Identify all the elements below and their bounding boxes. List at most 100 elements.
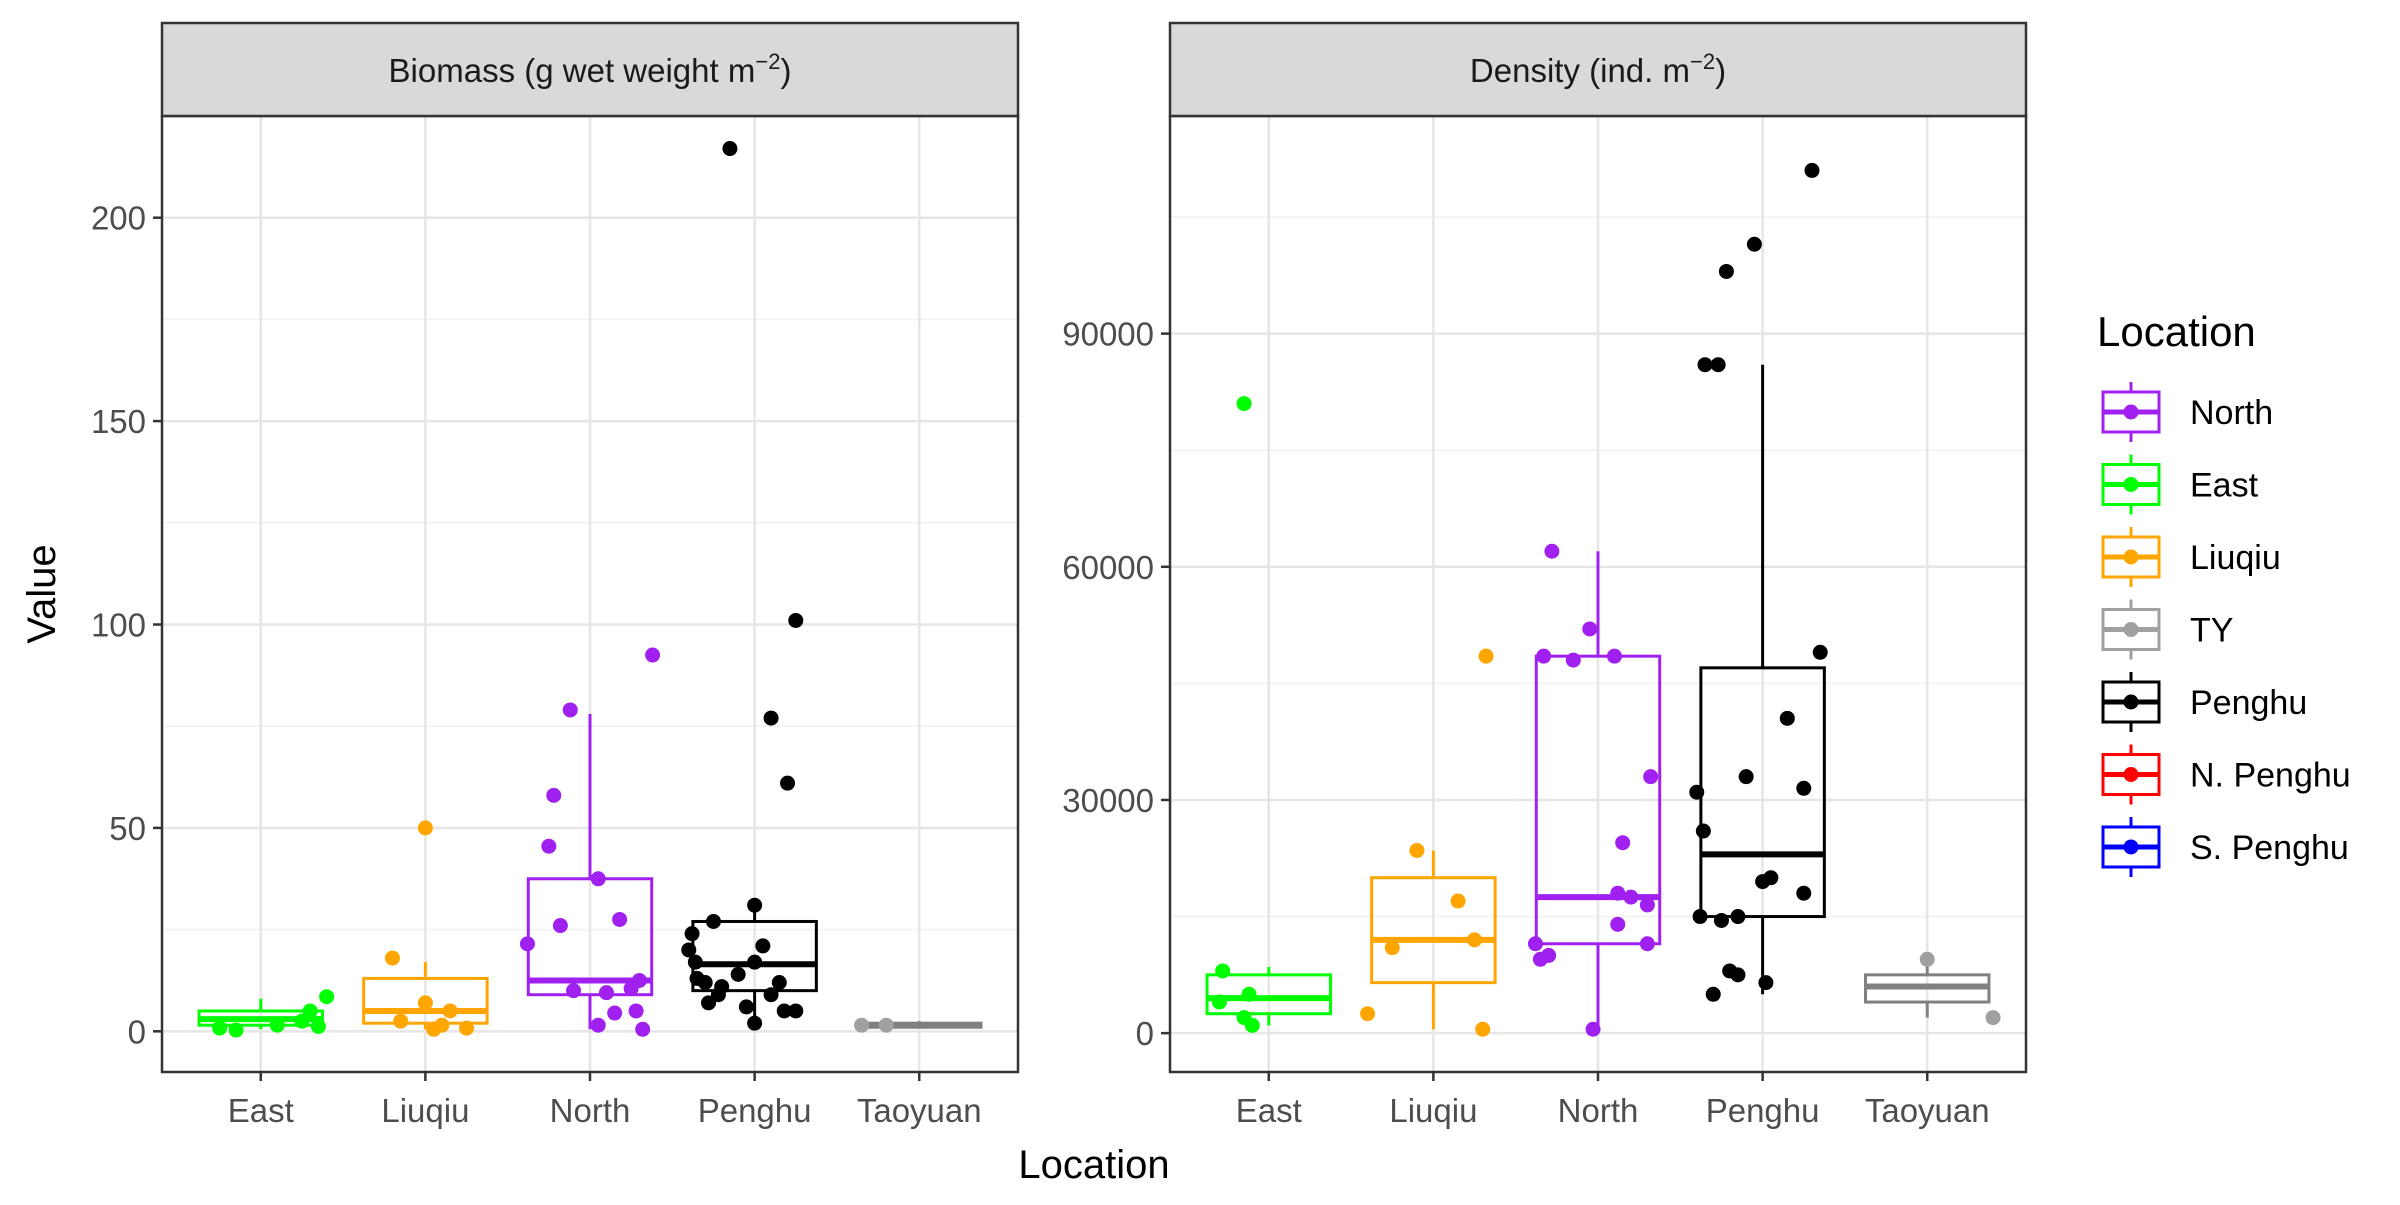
x-tick-label: Liuqiu (381, 1092, 469, 1129)
legend-key-point (2123, 694, 2139, 710)
data-point-east (212, 1020, 228, 1036)
data-point-east (1215, 963, 1231, 979)
data-point-east (1211, 994, 1227, 1010)
data-point-north (1615, 835, 1631, 851)
data-point-north (1639, 936, 1655, 952)
data-point-taoyuan (1985, 1010, 2001, 1026)
data-point-penghu (1689, 784, 1705, 800)
data-point-east (269, 1017, 285, 1033)
strip-title: Density (ind. m−2) (1470, 49, 1726, 89)
data-point-north (635, 1021, 651, 1037)
data-point-taoyuan (854, 1017, 870, 1033)
data-point-penghu (763, 710, 779, 726)
legend-label: North (2190, 394, 2273, 432)
data-point-penghu (1763, 870, 1779, 886)
legend-key-point (2123, 767, 2139, 782)
data-point-north (598, 985, 614, 1001)
legend-entry-east: East (2101, 454, 2259, 515)
x-tick-label: Taoyuan (857, 1092, 982, 1129)
data-point-penghu (1692, 909, 1708, 925)
data-point-penghu (705, 913, 721, 929)
data-point-liuqiu (1450, 893, 1466, 909)
y-axis-title: Value (20, 544, 64, 643)
data-point-penghu (1738, 769, 1754, 785)
panel-biomass: Biomass (g wet weight m−2) 0 50 100 150 200 Ea… (91, 21, 1020, 1129)
data-point-penghu (738, 999, 754, 1015)
data-point-north (612, 911, 628, 927)
data-point-penghu (684, 926, 700, 942)
data-point-penghu (755, 938, 771, 954)
x-tick-label: East (228, 1092, 294, 1129)
legend-label: S. Penghu (2190, 829, 2349, 867)
data-point-north (590, 871, 606, 887)
legend-entry-penghu: Penghu (2101, 672, 2307, 732)
data-point-penghu (701, 995, 717, 1011)
data-point-north (541, 838, 557, 854)
data-point-east (1241, 986, 1257, 1002)
data-point-north (552, 918, 568, 934)
data-point-penghu (1718, 263, 1734, 279)
legend-label: East (2190, 467, 2259, 505)
data-point-penghu (681, 942, 697, 958)
legend: Location North East Liuqiu TY Penghu N. Penghu… (2097, 308, 2351, 877)
data-point-liuqiu (417, 995, 433, 1011)
legend-title: Location (2097, 308, 2256, 355)
legend-entry-north: North (2101, 382, 2273, 442)
data-point-penghu (788, 612, 804, 628)
data-point-penghu (687, 954, 703, 970)
strip-title: Biomass (g wet weight m−2) (389, 49, 792, 89)
data-point-north (1582, 621, 1598, 637)
data-point-penghu (1705, 986, 1721, 1002)
data-point-east (228, 1022, 244, 1038)
legend-key-point (2123, 477, 2139, 492)
box-iqr (1534, 654, 1662, 946)
data-point-penghu (747, 954, 763, 970)
data-point-north (1544, 543, 1560, 559)
data-point-north (519, 936, 535, 952)
legend-entry-ty: TY (2101, 599, 2233, 660)
x-tick-label: Liuqiu (1389, 1092, 1477, 1129)
data-point-east (1244, 1017, 1260, 1033)
y-tick-label: 0 (128, 1013, 146, 1050)
data-point-north (1527, 936, 1543, 952)
data-point-liuqiu (434, 1017, 450, 1033)
data-point-north (1606, 648, 1622, 664)
box-east (1205, 967, 1332, 1026)
box-taoyuan (1864, 963, 1991, 1018)
strip-background (160, 21, 1020, 118)
panel-density: Density (ind. m−2) 0 30000 60000 90000 East Li… (1062, 21, 2028, 1129)
legend-entry-liuqiu: Liuqiu (2101, 527, 2281, 587)
data-point-north (562, 702, 578, 718)
data-point-penghu (763, 987, 779, 1003)
data-point-liuqiu (393, 1013, 409, 1029)
legend-key-point (2123, 549, 2139, 565)
data-point-penghu (722, 141, 738, 157)
legend-label: Penghu (2190, 684, 2307, 722)
data-point-penghu (1697, 357, 1713, 373)
x-tick-label: Penghu (698, 1092, 812, 1129)
data-point-penghu (788, 1003, 804, 1019)
data-point-east (294, 1013, 310, 1029)
x-tick-label: Taoyuan (1865, 1092, 1990, 1129)
x-tick-label: East (1236, 1092, 1302, 1129)
data-point-liuqiu (442, 1003, 458, 1019)
x-tick-label: North (550, 1092, 631, 1129)
data-point-liuqiu (1360, 1006, 1376, 1022)
data-point-north (1639, 897, 1655, 913)
data-point-penghu (1730, 967, 1746, 983)
data-point-penghu (1758, 975, 1774, 991)
data-point-taoyuan (1919, 951, 1935, 967)
data-point-liuqiu (1475, 1021, 1491, 1037)
data-point-liuqiu (459, 1020, 475, 1036)
data-point-north (607, 1005, 623, 1021)
data-point-north (645, 647, 661, 663)
data-point-north (628, 1003, 644, 1019)
data-point-penghu (1695, 823, 1711, 839)
data-point-liuqiu (1409, 842, 1425, 858)
data-point-penghu (1796, 780, 1812, 796)
box-iqr (1370, 876, 1497, 985)
data-point-penghu (776, 1003, 792, 1019)
legend-label: TY (2190, 612, 2233, 650)
